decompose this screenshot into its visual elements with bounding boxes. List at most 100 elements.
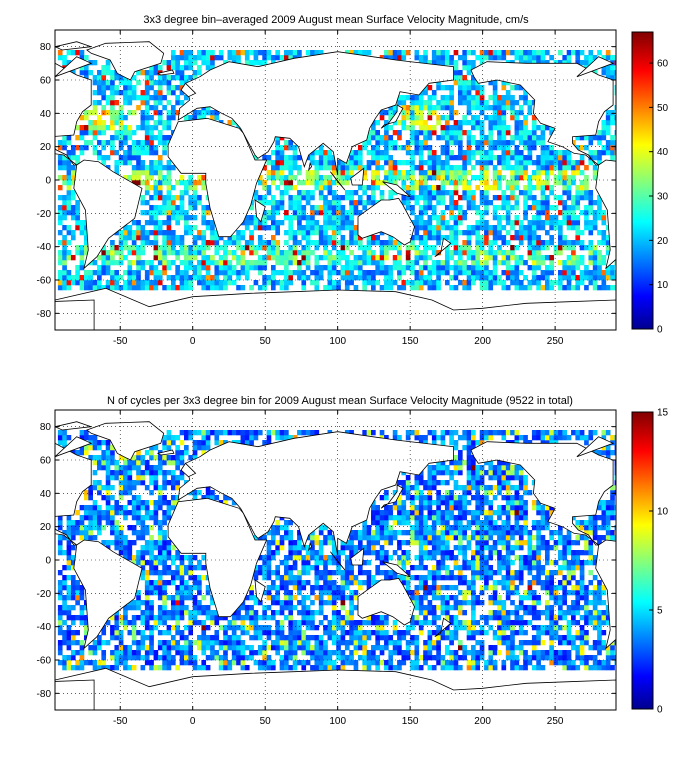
heatmap-cell bbox=[275, 630, 280, 636]
heatmap-cell bbox=[540, 125, 546, 131]
heatmap-cell bbox=[153, 90, 159, 96]
heatmap-cell bbox=[349, 190, 354, 196]
heatmap-cell bbox=[175, 85, 180, 91]
heatmap-cell bbox=[162, 260, 167, 266]
heatmap-cell bbox=[418, 95, 424, 101]
heatmap-cell bbox=[423, 595, 428, 601]
heatmap-cell bbox=[436, 570, 441, 576]
heatmap-cell bbox=[614, 115, 616, 121]
heatmap-cell bbox=[166, 625, 172, 631]
heatmap-cell bbox=[558, 160, 563, 166]
heatmap-cell bbox=[166, 110, 172, 116]
heatmap-cell bbox=[479, 200, 485, 206]
heatmap-cell bbox=[453, 220, 459, 226]
heatmap-cell bbox=[471, 200, 476, 206]
heatmap-cell bbox=[371, 135, 376, 141]
heatmap-cell bbox=[523, 640, 528, 646]
heatmap-cell bbox=[584, 185, 589, 191]
heatmap-cell bbox=[66, 595, 72, 601]
heatmap-cell bbox=[336, 170, 341, 176]
heatmap-cell bbox=[127, 145, 133, 151]
heatmap-cell bbox=[423, 220, 428, 226]
heatmap-cell bbox=[518, 600, 524, 606]
heatmap-cell bbox=[605, 125, 611, 131]
heatmap-cell bbox=[188, 185, 194, 191]
heatmap-cell bbox=[605, 140, 611, 146]
heatmap-cell bbox=[336, 595, 341, 601]
chart-title: N of cycles per 3x3 degree bin for 2009 … bbox=[107, 395, 573, 407]
heatmap-cell bbox=[510, 190, 515, 196]
heatmap-cell bbox=[305, 260, 311, 266]
heatmap-cell bbox=[549, 220, 554, 226]
heatmap-cell bbox=[514, 150, 520, 156]
heatmap-cell bbox=[475, 650, 481, 656]
heatmap-cell bbox=[510, 155, 515, 161]
heatmap-cell bbox=[531, 650, 537, 656]
heatmap-cell bbox=[301, 645, 307, 651]
heatmap-cell bbox=[305, 605, 311, 611]
heatmap-cell bbox=[249, 645, 254, 651]
heatmap-cell bbox=[184, 250, 189, 256]
heatmap-cell bbox=[440, 180, 446, 186]
heatmap-cell bbox=[436, 200, 441, 206]
heatmap-cell bbox=[66, 560, 72, 566]
heatmap-cell bbox=[310, 180, 315, 186]
heatmap-cell bbox=[275, 175, 280, 181]
heatmap-cell bbox=[440, 115, 446, 121]
heatmap-cell bbox=[201, 185, 207, 191]
heatmap-cell bbox=[323, 285, 328, 291]
heatmap-cell bbox=[57, 595, 63, 601]
heatmap-cell bbox=[83, 275, 89, 281]
heatmap-cell bbox=[410, 575, 415, 581]
heatmap-cell bbox=[462, 155, 467, 161]
heatmap-cell bbox=[605, 70, 611, 76]
heatmap-cell bbox=[392, 140, 398, 146]
heatmap-cell bbox=[505, 255, 511, 261]
heatmap-cell bbox=[253, 245, 259, 251]
heatmap-cell bbox=[253, 650, 259, 656]
heatmap-cell bbox=[62, 605, 67, 611]
heatmap-cell bbox=[440, 55, 446, 61]
heatmap-cell bbox=[462, 580, 467, 586]
heatmap-cell bbox=[375, 270, 381, 276]
heatmap-cell bbox=[605, 55, 611, 61]
heatmap-cell bbox=[388, 55, 394, 61]
heatmap-cell bbox=[83, 625, 89, 631]
heatmap-cell bbox=[357, 245, 363, 251]
heatmap-cell bbox=[114, 90, 120, 96]
heatmap-cell bbox=[505, 130, 511, 136]
heatmap-cell bbox=[414, 605, 420, 611]
heatmap-cell bbox=[214, 620, 220, 626]
heatmap-cell bbox=[410, 640, 415, 646]
heatmap-cells bbox=[57, 50, 616, 291]
heatmap-cell bbox=[223, 615, 228, 621]
heatmap-cell bbox=[97, 640, 102, 646]
heatmap-cell bbox=[366, 585, 372, 591]
heatmap-cell bbox=[323, 225, 328, 231]
heatmap-cell bbox=[327, 570, 333, 576]
heatmap-cell bbox=[149, 590, 154, 596]
heatmap-cell bbox=[388, 640, 394, 646]
heatmap-cell bbox=[149, 665, 154, 671]
heatmap-cell bbox=[205, 240, 211, 246]
heatmap-cell bbox=[427, 115, 433, 121]
heatmap-cell bbox=[127, 655, 133, 661]
heatmap-cell bbox=[66, 660, 72, 666]
heatmap-cell bbox=[166, 655, 172, 661]
heatmap-cell bbox=[240, 630, 246, 636]
heatmap-cell bbox=[275, 600, 280, 606]
heatmap-cell bbox=[562, 220, 568, 226]
heatmap-cell bbox=[436, 660, 441, 666]
heatmap-cell bbox=[510, 225, 515, 231]
heatmap-cell bbox=[453, 615, 459, 621]
heatmap-cell bbox=[479, 575, 485, 581]
heatmap-cell bbox=[210, 285, 215, 291]
heatmap-cell bbox=[427, 185, 433, 191]
heatmap-cell bbox=[288, 280, 294, 286]
heatmap-cell bbox=[201, 60, 207, 66]
heatmap-cell bbox=[266, 175, 272, 181]
heatmap-cell bbox=[531, 580, 537, 586]
heatmap-cell bbox=[449, 100, 454, 106]
heatmap-cell bbox=[605, 145, 611, 151]
heatmap-cell bbox=[584, 210, 589, 216]
